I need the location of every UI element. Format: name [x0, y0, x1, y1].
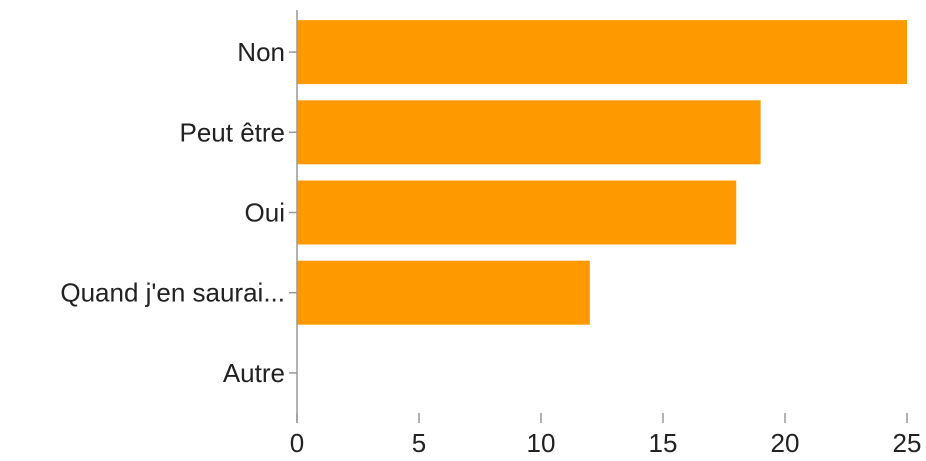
x-tick-label-2: 10	[527, 428, 556, 458]
x-tick-label-4: 20	[771, 428, 800, 458]
x-tick-label-3: 15	[649, 428, 678, 458]
x-tick-label-0: 0	[290, 428, 304, 458]
x-tick-label-1: 5	[412, 428, 426, 458]
bar-3	[297, 260, 590, 325]
bar-0	[297, 20, 907, 85]
bar-1	[297, 100, 761, 165]
bars-group	[297, 20, 907, 325]
category-label-0: Non	[237, 37, 285, 67]
category-label-2: Oui	[245, 198, 285, 228]
bar-2	[297, 180, 737, 245]
category-label-1: Peut être	[179, 117, 285, 147]
category-label-3: Quand j'en saurai...	[60, 278, 285, 308]
category-label-4: Autre	[223, 358, 285, 388]
axes-group	[289, 10, 908, 423]
labels-group: Non Peut être Oui Quand j'en saurai... Autre…	[60, 37, 921, 458]
x-tick-label-5: 25	[893, 428, 922, 458]
